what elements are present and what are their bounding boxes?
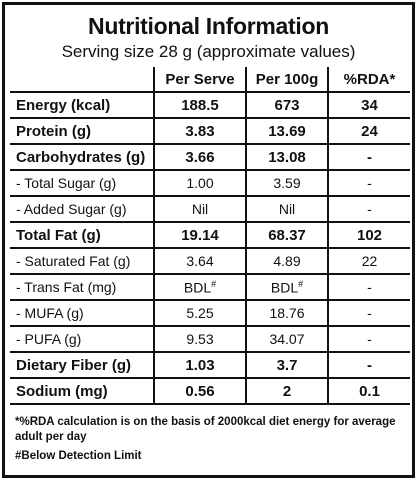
- row-label: Sodium (mg): [10, 377, 155, 405]
- value-cell: 3.59: [245, 169, 329, 197]
- header-row: Per Serve Per 100g %RDA*: [10, 67, 410, 93]
- value-cell: Nil: [153, 195, 247, 223]
- row-label: - Added Sugar (g): [10, 195, 155, 223]
- value-cell: 3.64: [153, 247, 247, 275]
- value-cell: 18.76: [245, 299, 329, 327]
- value-cell: -: [327, 299, 410, 327]
- value-cell: 9.53: [153, 325, 247, 353]
- footnote: #Below Detection Limit: [15, 450, 142, 462]
- value-cell: Nil: [245, 195, 329, 223]
- value-cell: -: [327, 351, 410, 379]
- value-cell: 2: [245, 377, 329, 405]
- table-body: Per Serve Per 100g %RDA* Energy (kcal) 18…: [10, 67, 410, 405]
- row-label: Energy (kcal): [10, 91, 155, 119]
- row-label: Protein (g): [10, 117, 155, 145]
- cell-text: BDL: [183, 279, 212, 296]
- value-cell: -: [327, 143, 410, 171]
- value-cell: BDL#: [153, 273, 247, 301]
- table-row: - Saturated Fat (g) 3.64 4.89 22: [10, 247, 410, 275]
- value-cell: 1.00: [153, 169, 247, 197]
- value-cell: 1.03: [153, 351, 247, 379]
- value-cell: 0.56: [153, 377, 247, 405]
- row-label: Total Fat (g): [10, 221, 155, 249]
- title: Nutritional Information: [88, 13, 329, 39]
- table-row: - PUFA (g) 9.53 34.07-: [10, 325, 410, 353]
- corner-cell: [10, 67, 155, 93]
- table-row: - Trans Fat (mg) BDL# BDL# -: [10, 273, 410, 301]
- value-cell: 24: [327, 117, 410, 145]
- footnote: *%RDA calculation is on the basis of 200…: [15, 416, 396, 443]
- value-cell: 188.5: [153, 91, 247, 119]
- value-cell: 22: [327, 247, 410, 275]
- value-cell: 3.83: [153, 117, 247, 145]
- row-label: - PUFA (g): [10, 325, 155, 353]
- row-label: - Trans Fat (mg): [10, 273, 155, 301]
- row-label: - MUFA (g): [10, 299, 155, 327]
- row-label: Dietary Fiber (g): [10, 351, 155, 379]
- value-cell: -: [327, 195, 410, 223]
- table-row: - Added Sugar (g) Nil Nil -: [10, 195, 410, 223]
- value-cell: -: [327, 325, 410, 353]
- table-row: - Total Sugar (g) 1.00 3.59-: [10, 169, 410, 197]
- table-row: Sodium (mg) 0.56 2 0.1: [10, 377, 410, 405]
- subtitle: Serving size 28 g (approximate values): [61, 42, 356, 61]
- row-label: Carbohydrates (g): [10, 143, 155, 171]
- footnotes: *%RDA calculation is on the basis of 200…: [15, 415, 410, 468]
- value-cell: 13.69: [245, 117, 329, 145]
- value-cell: 102: [327, 221, 410, 249]
- value-cell: 19.14: [153, 221, 247, 249]
- value-cell: BDL#: [245, 273, 329, 301]
- cell-note-mark: #: [211, 278, 217, 289]
- cell-note-mark: #: [298, 278, 304, 289]
- value-cell: 4.89: [245, 247, 329, 275]
- value-cell: -: [327, 273, 410, 301]
- table-row: - MUFA (g) 5.25 18.76-: [10, 299, 410, 327]
- table-row: Protein (g) 3.83 13.69 24: [10, 117, 410, 145]
- value-cell: 5.25: [153, 299, 247, 327]
- row-label: - Total Sugar (g): [10, 169, 155, 197]
- column-header: Per 100g: [245, 67, 329, 93]
- column-header: Per Serve: [153, 67, 247, 93]
- nutrition-table: Per Serve Per 100g %RDA* Energy (kcal) 18…: [10, 67, 410, 405]
- value-cell: 34: [327, 91, 410, 119]
- table-row: Energy (kcal) 188.5 673 34: [10, 91, 410, 119]
- cell-text: BDL: [270, 279, 299, 296]
- table-row: Total Fat (g) 19.14 68.37 102: [10, 221, 410, 249]
- value-cell: 3.7: [245, 351, 329, 379]
- value-cell: 68.37: [245, 221, 329, 249]
- value-cell: 34.07: [245, 325, 329, 353]
- value-cell: 13.08: [245, 143, 329, 171]
- value-cell: 3.66: [153, 143, 247, 171]
- column-header: %RDA*: [327, 67, 410, 93]
- table-row: Dietary Fiber (g) 1.03 3.7-: [10, 351, 410, 379]
- table-row: Carbohydrates (g) 3.66 13.08-: [10, 143, 410, 171]
- value-cell: 0.1: [327, 377, 410, 405]
- value-cell: -: [327, 169, 410, 197]
- value-cell: 673: [245, 91, 329, 119]
- row-label: - Saturated Fat (g): [10, 247, 155, 275]
